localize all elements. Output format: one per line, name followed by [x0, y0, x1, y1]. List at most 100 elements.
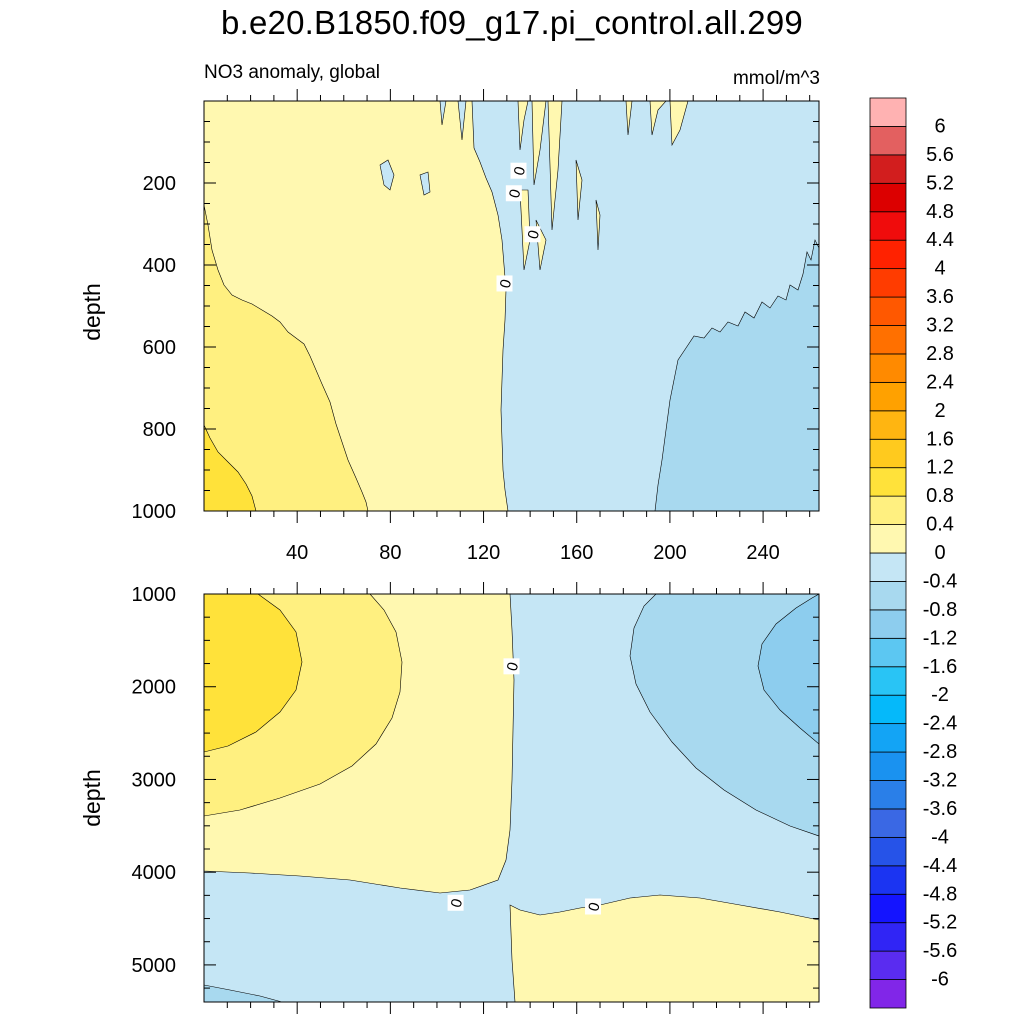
colorbar-label: 0.4: [926, 514, 954, 536]
colorbar-label: 2: [934, 400, 945, 422]
colorbar-label: 3.2: [926, 315, 954, 337]
colorbar-swatch: [869, 239, 907, 270]
colorbar-label: 3.6: [926, 286, 954, 308]
colorbar-label: 4.4: [926, 229, 954, 251]
colorbar-label: -1.2: [923, 627, 957, 649]
colorbar-label: -3.2: [923, 770, 957, 792]
upper-xtick-label: 160: [560, 542, 593, 564]
lower-y-axis-label: depth: [79, 769, 105, 827]
lower-contour-label-bg: [447, 894, 464, 911]
colorbar-label: -2: [931, 684, 949, 706]
colorbar-swatch: [869, 922, 907, 952]
colorbar-swatch: [869, 325, 907, 355]
lower-ytick-label: 1000: [132, 584, 177, 606]
colorbar-swatch: [869, 268, 907, 298]
colorbar-label: 1.2: [926, 457, 954, 479]
upper-y-axis-label: depth: [79, 283, 105, 341]
colorbar-label: 4: [934, 258, 945, 280]
colorbar-swatch: [869, 495, 907, 525]
upper-blob-blue-1: [379, 159, 395, 191]
colorbar-label: 2.4: [926, 371, 954, 393]
upper-spike-yellow-7: [595, 199, 601, 251]
lower-region-medium-blue: [757, 594, 819, 745]
colorbar-label: -4: [931, 826, 949, 848]
colorbar-swatch: [869, 126, 907, 156]
colorbar-swatch: [869, 780, 907, 810]
colorbar-swatch: [869, 751, 907, 781]
colorbar: -6 -5.6 -5.2 -4.8 -4.4 -4 -3.6 -3.2 -2.8 -2.4 -2 -1…: [869, 97, 957, 1009]
lower-contour-fill: [204, 594, 819, 1002]
colorbar-label: -4.8: [923, 883, 957, 905]
colorbar-label: 5.6: [926, 144, 954, 166]
colorbar-label: -0.8: [923, 599, 957, 621]
colorbar-swatch: [869, 666, 907, 696]
colorbar-label: -2.4: [923, 713, 957, 735]
chart-title: b.e20.B1850.f09_g17.pi_control.all.299: [221, 4, 803, 41]
colorbar-swatch: [869, 609, 907, 639]
colorbar-label: -3.6: [923, 798, 957, 820]
upper-xtick-label: 200: [653, 542, 686, 564]
lower-contour-label-bg: [503, 658, 520, 675]
colorbar-label: 2.8: [926, 343, 954, 365]
upper-spike-yellow-10: [625, 101, 633, 136]
colorbar-swatch: [869, 154, 907, 184]
lower-ytick-label: 2000: [132, 677, 177, 699]
colorbar-swatch: [869, 836, 907, 867]
colorbar-swatch: [869, 979, 907, 1009]
colorbar-swatch: [869, 865, 907, 895]
colorbar-label: 6: [934, 115, 945, 137]
colorbar-swatch: [869, 467, 907, 497]
lower-plot-frame: [203, 593, 820, 1003]
colorbar-swatch: [869, 893, 907, 924]
upper-spike-yellow-3: [547, 101, 563, 231]
lower-contour-label-bg: [585, 898, 602, 915]
upper-contour-label-bg: [505, 185, 522, 202]
lower-ytick-label: 5000: [132, 955, 177, 977]
colorbar-label: 4.8: [926, 201, 954, 223]
colorbar-label: 1.6: [926, 428, 954, 450]
colorbar-label: -6: [931, 969, 949, 991]
lower-ytick-label: 4000: [132, 862, 177, 884]
chart-units-label: mmol/m^3: [732, 68, 820, 89]
colorbar-swatch: [869, 808, 907, 838]
lower-contour-labels: 00 0: [447, 658, 604, 915]
upper-contour-fill: [204, 101, 819, 511]
upper-ytick-label: 400: [143, 255, 176, 277]
colorbar-label: -1.6: [923, 656, 957, 678]
upper-xtick-label: 240: [746, 542, 779, 564]
upper-ytick-label: 600: [143, 337, 176, 359]
colorbar-swatch: [869, 694, 907, 725]
upper-ytick-label: 1000: [132, 501, 177, 523]
colorbar-swatch: [869, 211, 907, 241]
upper-xtick-label: 40: [286, 542, 308, 564]
colorbar-label: 5.2: [926, 172, 954, 194]
upper-xtick-label: 120: [467, 542, 500, 564]
colorbar-label: -0.4: [923, 570, 957, 592]
lower-region-blue-bottom-left: [204, 984, 283, 1002]
colorbar-swatch: [869, 950, 907, 980]
lower-panel: 1000 2000 3000 4000 5000 00 0 depth: [79, 582, 820, 1014]
upper-ytick-label: 200: [143, 173, 176, 195]
colorbar-swatch: [869, 581, 907, 611]
upper-spike-yellow-8: [649, 101, 667, 136]
colorbar-swatch: [869, 438, 907, 469]
chart-subtitle-left: NO3 anomaly, global: [204, 62, 381, 83]
upper-region-gold: [204, 424, 257, 511]
upper-spike-yellow-6: [575, 159, 583, 221]
upper-axis-ticks: 200 400 600 800 1000 40 80 120 160 200 240: [132, 89, 819, 564]
colorbar-swatch: [869, 97, 907, 127]
colorbar-swatch: [869, 381, 907, 412]
colorbar-label: -4.4: [923, 855, 957, 877]
upper-region-yellow: [204, 204, 369, 511]
upper-region-blue-right: [654, 239, 819, 511]
colorbar-swatch: [869, 353, 907, 383]
lower-axis-ticks: 1000 2000 3000 4000 5000: [132, 582, 819, 1014]
colorbar-label: 0: [934, 542, 945, 564]
colorbar-swatch: [869, 410, 907, 440]
colorbar-label: -5.2: [923, 912, 957, 934]
lower-ytick-label: 3000: [132, 769, 177, 791]
colorbar-swatch: [869, 296, 907, 326]
